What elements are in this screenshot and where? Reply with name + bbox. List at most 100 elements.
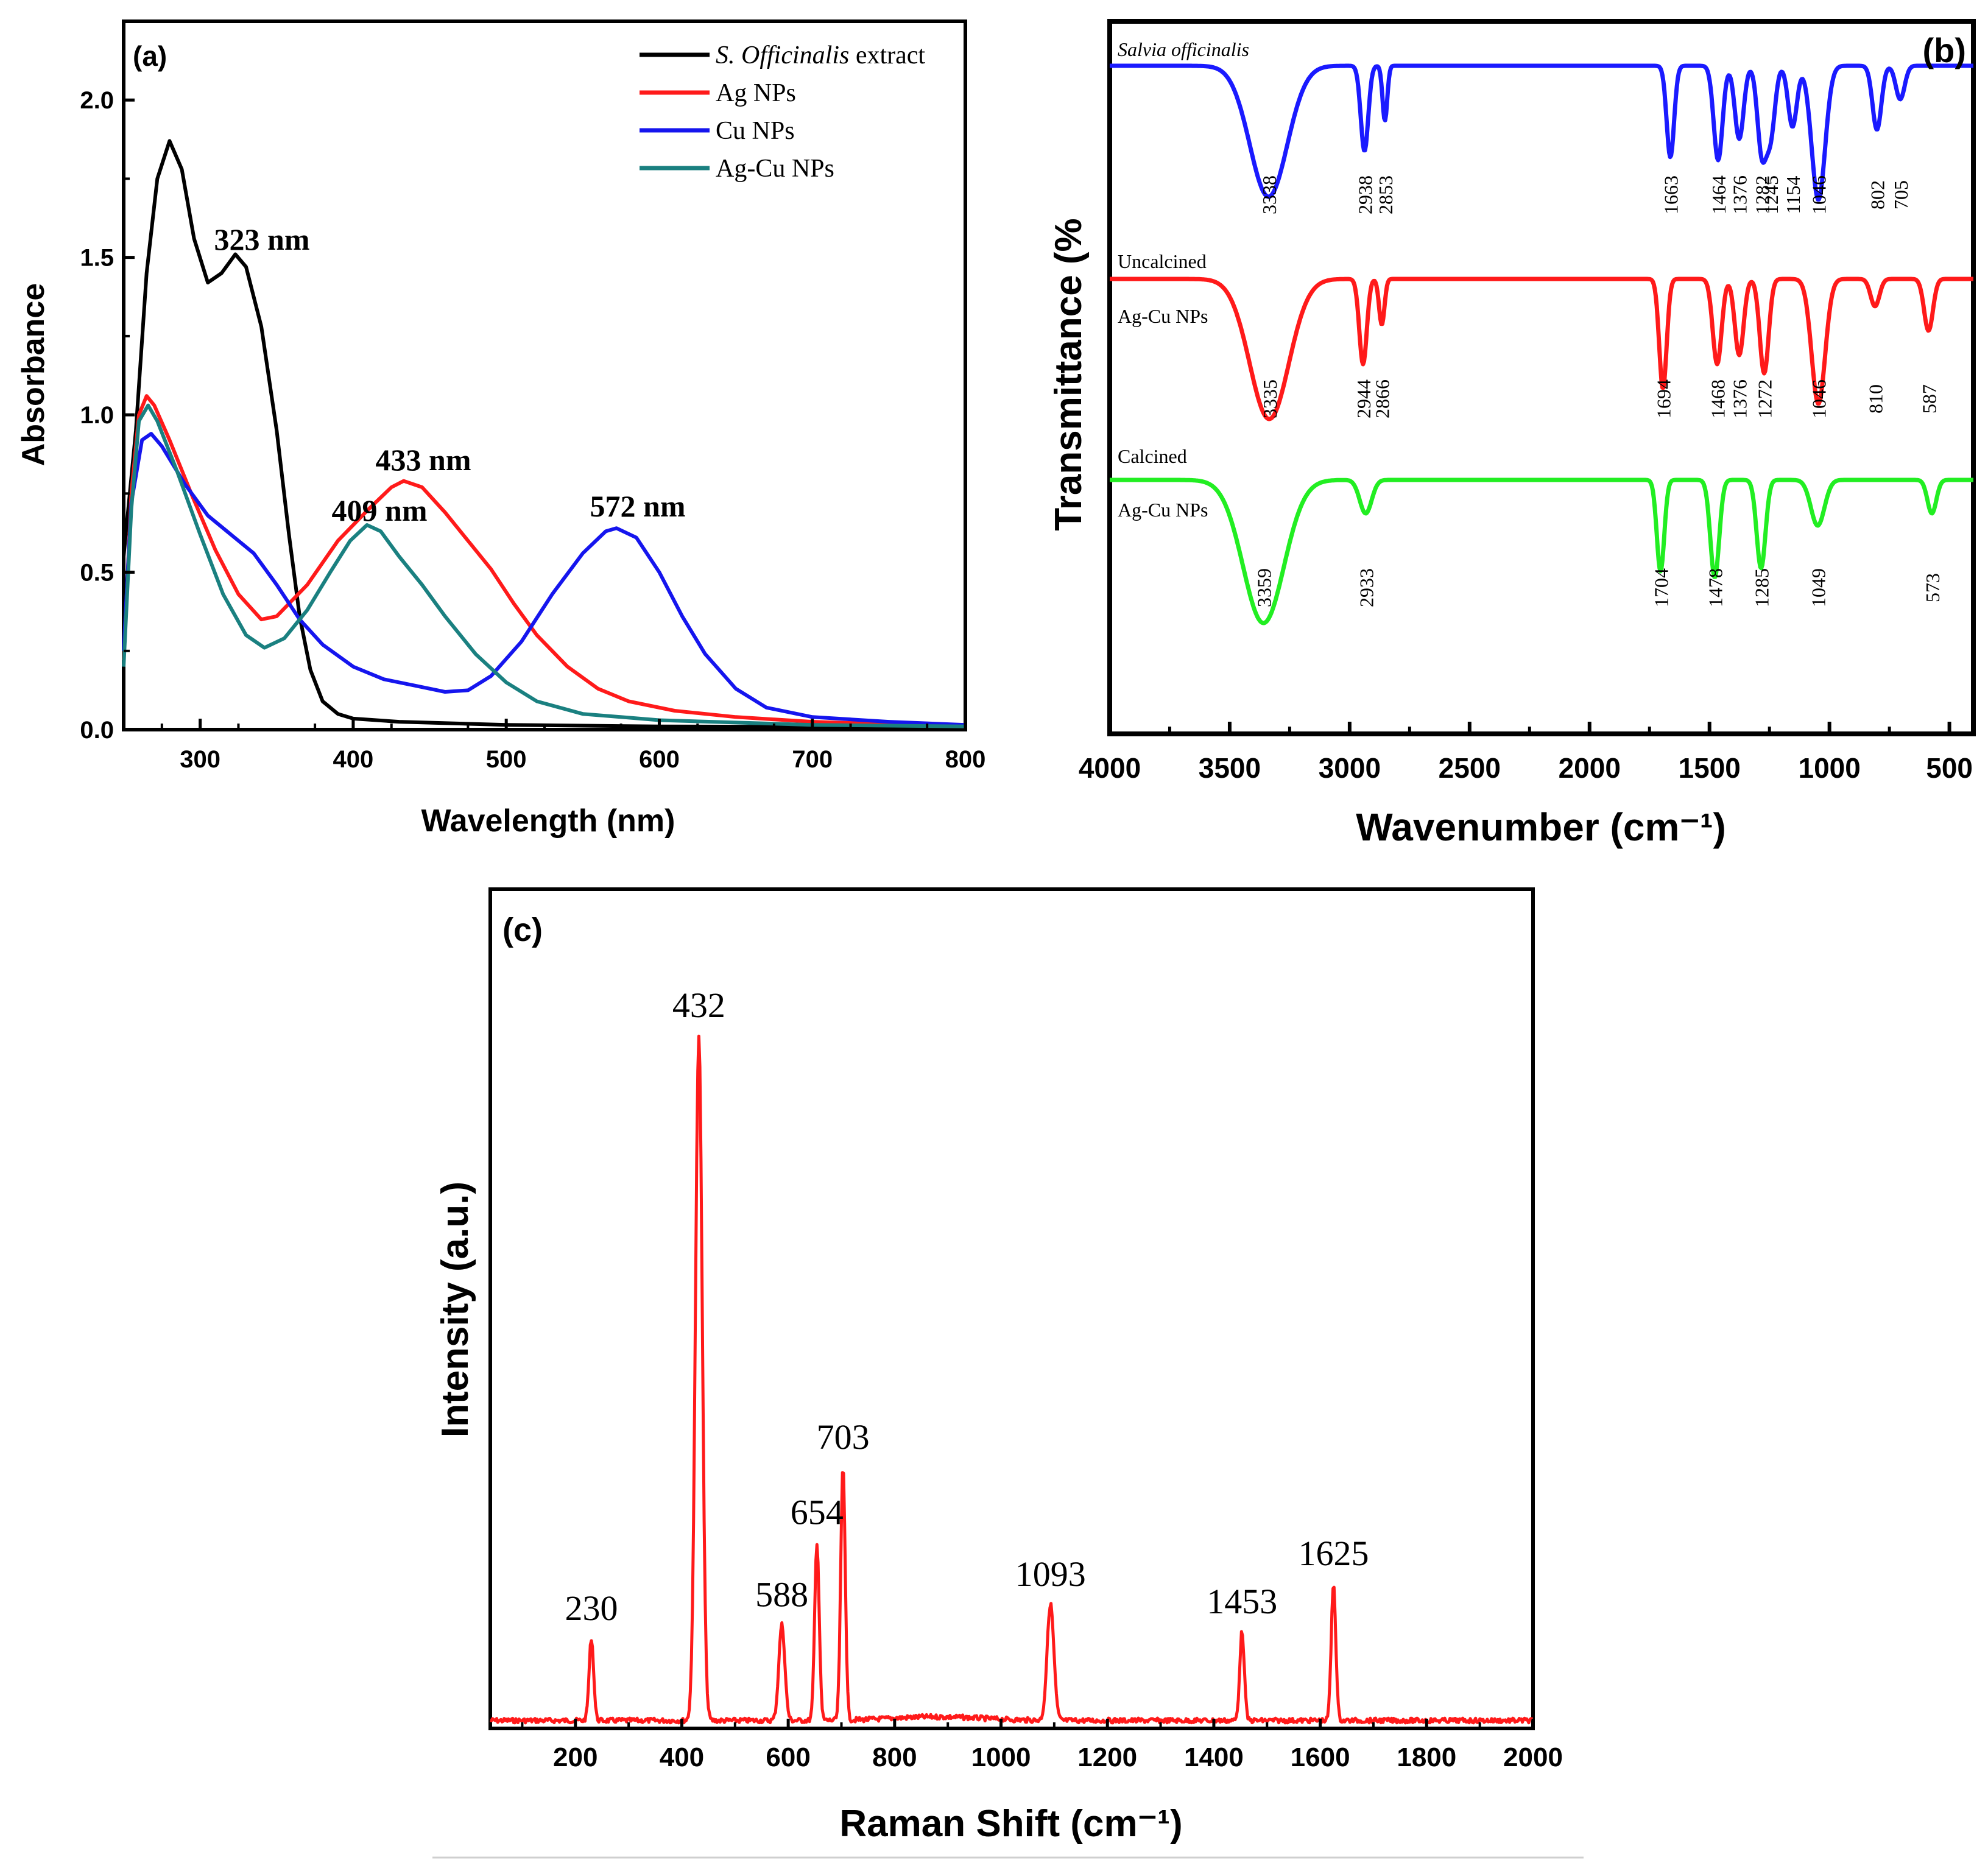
ftir-peak-label: 2933 xyxy=(1355,568,1377,607)
ftir-peak-label: 810 xyxy=(1865,384,1887,414)
panel-a-xtick-label: 300 xyxy=(180,746,220,773)
ftir-series-uncalcined xyxy=(1109,277,1975,421)
panel-c: 200 400 600 800 1000 1200 1400 1600 1800 2000 230… xyxy=(434,887,1563,1845)
panel-b-xlabel: Wavenumber (cm⁻¹) xyxy=(1356,805,1726,849)
panel-c-xtick-label: 1800 xyxy=(1397,1742,1456,1772)
ftir-peak-label: 3338 xyxy=(1258,175,1280,214)
ftir-peak-label: 1478 xyxy=(1704,568,1726,607)
panel-b-ylabel: Transmittance (% xyxy=(1048,218,1090,530)
panel-c-xtick-label: 1000 xyxy=(971,1742,1031,1772)
ftir-peak-label: 1376 xyxy=(1729,175,1751,214)
panel-b-xtick-label: 1500 xyxy=(1679,752,1741,784)
peak-label-433: 433 nm xyxy=(376,443,471,477)
panel-c-xtick-label: 1600 xyxy=(1291,1742,1350,1772)
panel-c-ylabel: Intensity (a.u.) xyxy=(434,1182,476,1437)
raman-peak-label: 1625 xyxy=(1298,1534,1369,1573)
panel-b-frame xyxy=(1107,19,1976,736)
panel-b-label: (b) xyxy=(1922,31,1966,69)
ftir-peak-label: 2938 xyxy=(1354,175,1376,214)
legend-label-cu: Cu NPs xyxy=(716,117,795,145)
ftir-peak-label: 2853 xyxy=(1375,175,1397,214)
uvvis-series-ag-nps xyxy=(122,394,966,728)
panel-b-curves xyxy=(1109,63,1975,625)
panel-c-xtick-label: 800 xyxy=(872,1742,917,1772)
panel-a-ytick-label: 1.5 xyxy=(80,245,114,272)
raman-peak-label: 432 xyxy=(672,985,725,1025)
series-label-uncalcined-2: Ag-Cu NPs xyxy=(1118,305,1208,327)
panel-c-xtick-label: 600 xyxy=(766,1742,810,1772)
panel-a-xtick-label: 400 xyxy=(333,746,374,773)
ftir-peak-label: 573 xyxy=(1922,573,1944,602)
ftir-peak-label: 3359 xyxy=(1253,568,1275,607)
peak-label-409: 409 nm xyxy=(332,493,428,527)
ftir-peak-label: 1046 xyxy=(1808,379,1830,418)
peak-label-572: 572 nm xyxy=(590,489,686,523)
uvvis-series-agcu-nps xyxy=(122,403,966,728)
panel-a-ticks: 300 400 500 600 700 800 0.0 0.5 1.0 1.5 2.0 xyxy=(80,87,985,773)
panel-a-label: (a) xyxy=(133,40,167,72)
panel-c-frame xyxy=(488,887,1535,1730)
panel-a-xtick-label: 700 xyxy=(792,746,833,773)
ftir-peak-label: 3335 xyxy=(1259,379,1281,418)
raman-peak-label: 703 xyxy=(817,1417,870,1457)
panel-c-xtick-label: 400 xyxy=(660,1742,704,1772)
ftir-peak-label: 1704 xyxy=(1650,568,1672,607)
panel-b-ticks: 4000 3500 3000 2500 2000 1500 1000 500 xyxy=(1079,722,1973,784)
ftir-peak-label: 1272 xyxy=(1754,379,1776,418)
panel-b-xtick-label: 2500 xyxy=(1439,752,1501,784)
panel-c-xtick-label: 2000 xyxy=(1503,1742,1563,1772)
series-label-uncalcined-1: Uncalcined xyxy=(1118,250,1207,272)
ftir-peak-label: 2944 xyxy=(1353,379,1375,418)
ftir-peak-label: 1245 xyxy=(1760,175,1782,214)
raman-series xyxy=(490,1034,1534,1725)
panel-a-ytick-label: 0.0 xyxy=(80,717,114,744)
ftir-peak-label: 1468 xyxy=(1707,379,1729,418)
panel-b-xtick-label: 3500 xyxy=(1199,752,1261,784)
panel-c-ticks: 200 400 600 800 1000 1200 1400 1600 1800 2000 xyxy=(521,1719,1563,1772)
raman-peak-label: 1093 xyxy=(1015,1554,1086,1594)
uvvis-series-extract xyxy=(122,139,966,729)
ftir-peak-label: 802 xyxy=(1867,180,1889,210)
panel-b-xtick-label: 1000 xyxy=(1798,752,1860,784)
legend-label-agcu: Ag-Cu NPs xyxy=(716,155,834,183)
panel-a-ytick-label: 0.5 xyxy=(80,560,114,587)
series-label-calcined-1: Calcined xyxy=(1118,445,1187,467)
panel-b-xtick-label: 4000 xyxy=(1079,752,1141,784)
raman-peak-label: 654 xyxy=(791,1493,844,1532)
panel-c-xtick-label: 200 xyxy=(553,1742,597,1772)
ftir-series-calcined xyxy=(1109,477,1975,625)
panel-c-curves xyxy=(490,1034,1534,1725)
legend-label-extract: S. Officinalis extract xyxy=(716,41,925,69)
panel-a-ytick-label: 2.0 xyxy=(80,87,114,114)
panel-a-xtick-label: 600 xyxy=(639,746,680,773)
panel-a-frame xyxy=(122,19,967,731)
ftir-peak-label: 1285 xyxy=(1750,568,1772,607)
panel-c-peak-labels: 230 432 588 654 703 1093 1453 1625 xyxy=(565,985,1369,1628)
series-label-salvia: Salvia officinalis xyxy=(1118,38,1249,60)
ftir-peak-label: 587 xyxy=(1918,384,1940,414)
ftir-series-salvia xyxy=(1109,63,1975,202)
ftir-peak-label: 2866 xyxy=(1372,379,1394,418)
peak-label-323: 323 nm xyxy=(214,222,310,256)
ftir-peak-label: 1049 xyxy=(1807,568,1829,607)
panel-c-xtick-label: 1400 xyxy=(1184,1742,1244,1772)
ftir-peak-label: 1694 xyxy=(1652,379,1674,418)
legend-label-ag: Ag NPs xyxy=(716,79,796,107)
panel-b-xtick-label: 2000 xyxy=(1559,752,1621,784)
raman-peak-label: 1453 xyxy=(1207,1582,1277,1621)
ftir-peak-label: 1282 xyxy=(1752,175,1774,214)
uvvis-series-cu-nps xyxy=(122,432,966,727)
ftir-peak-label: 1154 xyxy=(1782,176,1804,214)
panel-c-label: (c) xyxy=(502,912,543,948)
panel-c-xtick-label: 1200 xyxy=(1077,1742,1137,1772)
panel-a-xtick-label: 800 xyxy=(945,746,986,773)
raman-peak-label: 230 xyxy=(565,1588,618,1628)
ftir-peak-label: 1464 xyxy=(1708,175,1730,214)
panel-a-ylabel: Absorbance xyxy=(16,283,51,467)
panel-b: 4000 3500 3000 2500 2000 1500 1000 500 3338 2938… xyxy=(1048,19,1976,849)
ftir-peak-label: 1376 xyxy=(1729,379,1751,418)
panel-b-xtick-label: 3000 xyxy=(1319,752,1381,784)
